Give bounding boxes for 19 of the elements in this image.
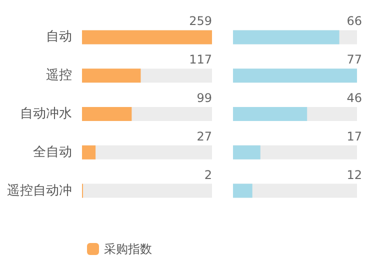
data-label: 12 (346, 168, 362, 182)
data-label: 2 (204, 168, 212, 182)
legend-label: 采购指数 (104, 242, 152, 256)
y-tick-label: 全自动 (33, 144, 72, 160)
data-label: 17 (346, 129, 362, 144)
data-label: 77 (346, 52, 362, 67)
data-label: 46 (346, 91, 362, 105)
data-label: 99 (196, 91, 212, 105)
data-label: 27 (196, 129, 212, 144)
data-label: 259 (189, 14, 212, 28)
y-tick-label: 遥控 (46, 68, 72, 84)
bar (82, 145, 96, 160)
data-label: 117 (189, 52, 212, 67)
data-label: 66 (346, 14, 362, 28)
y-tick-label: 自动 (46, 30, 72, 45)
y-tick-label: 遥控自动冲 (7, 183, 72, 198)
y-tick-label: 自动冲水 (20, 106, 72, 122)
bar (233, 184, 252, 198)
bar (233, 145, 260, 160)
